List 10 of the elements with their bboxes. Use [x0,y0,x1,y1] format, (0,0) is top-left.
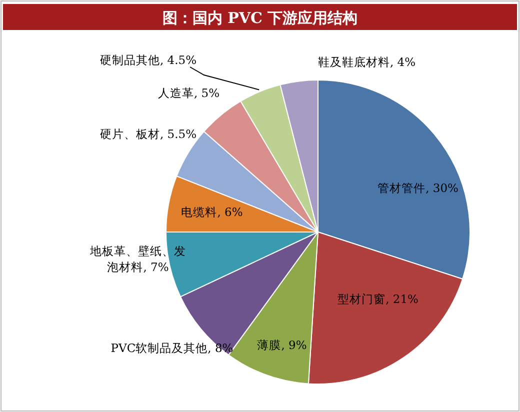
slice-label: 人造革, 5% [158,86,220,100]
slice-label: 薄膜, 9% [257,338,307,352]
slice-label: 型材门窗, 21% [338,292,419,306]
slice-label: 硬片、板材, 5.5% [100,127,197,141]
slice-label: 电缆料, 6% [181,205,243,219]
slice-label: 地板革、壁纸、发泡材料, 7% [89,244,186,274]
slice-label: 硬制品其他, 4.5% [100,53,197,67]
chart-title: 图：国内 PVC 下游应用结构 [162,9,358,27]
slice-label: 鞋及鞋底材料, 4% [318,55,416,69]
slice-label: 管材管件, 30% [378,181,459,195]
